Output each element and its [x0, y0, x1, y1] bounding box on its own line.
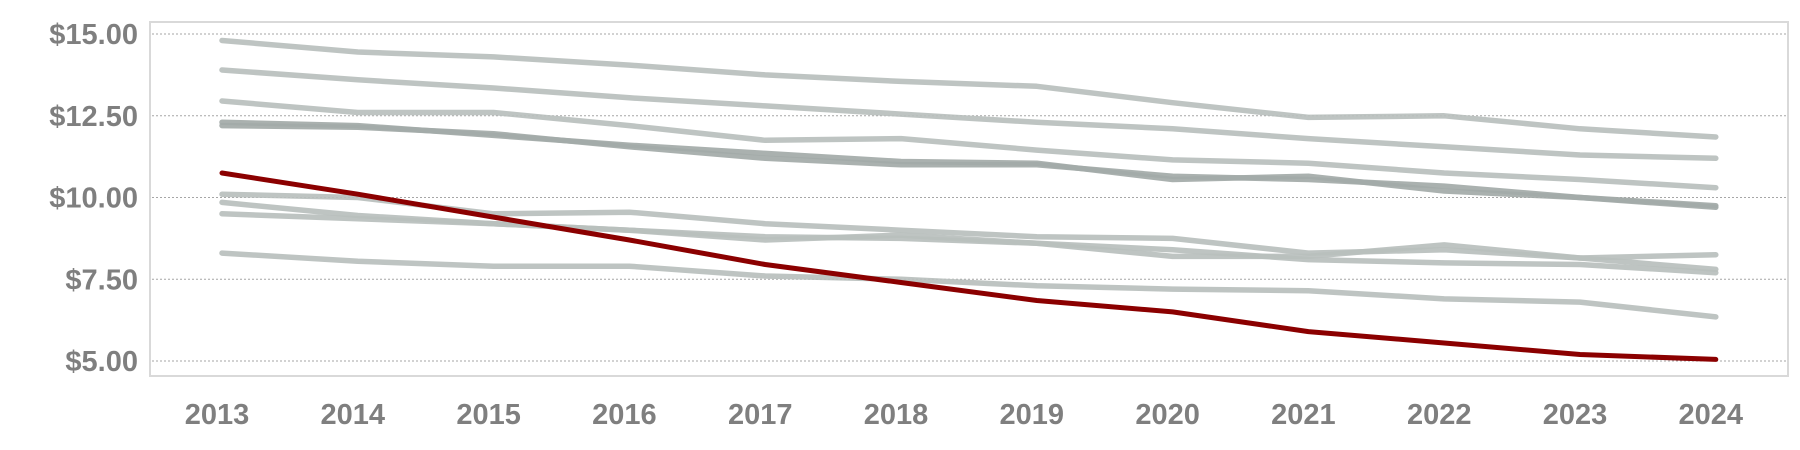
x-tick-label: 2024 [1679, 399, 1744, 431]
y-tick-label: $10.00 [49, 183, 138, 215]
highlight-series-line [219, 170, 1719, 362]
series-line-5 [219, 122, 1719, 211]
x-tick-label: 2020 [1135, 399, 1200, 431]
series-line-8 [219, 211, 1719, 276]
x-tick-label: 2013 [185, 399, 250, 431]
series-line-1 [219, 37, 1719, 140]
x-axis-ticks: 2013 2014 2015 2016 2017 2018 2019 2020 2021 2022… [185, 399, 1743, 431]
y-tick-label: $5.00 [65, 346, 138, 378]
x-tick-label: 2018 [864, 399, 929, 431]
series-line-9 [219, 250, 1719, 320]
x-tick-label: 2021 [1271, 399, 1336, 431]
y-tick-label: $7.50 [65, 264, 138, 296]
y-axis-ticks: $15.00 $12.50 $10.00 $7.50 $5.00 [49, 19, 138, 378]
series-line-2 [219, 67, 1719, 162]
x-tick-label: 2019 [1000, 399, 1065, 431]
x-tick-label: 2017 [728, 399, 793, 431]
x-tick-label: 2015 [456, 399, 521, 431]
x-tick-label: 2014 [321, 399, 386, 431]
y-tick-label: $12.50 [49, 101, 138, 133]
y-tick-label: $15.00 [49, 19, 138, 51]
x-tick-label: 2016 [592, 399, 657, 431]
x-tick-label: 2022 [1407, 399, 1472, 431]
series-lines [219, 37, 1719, 362]
series-line-3 [219, 98, 1719, 191]
x-tick-label: 2023 [1543, 399, 1608, 431]
